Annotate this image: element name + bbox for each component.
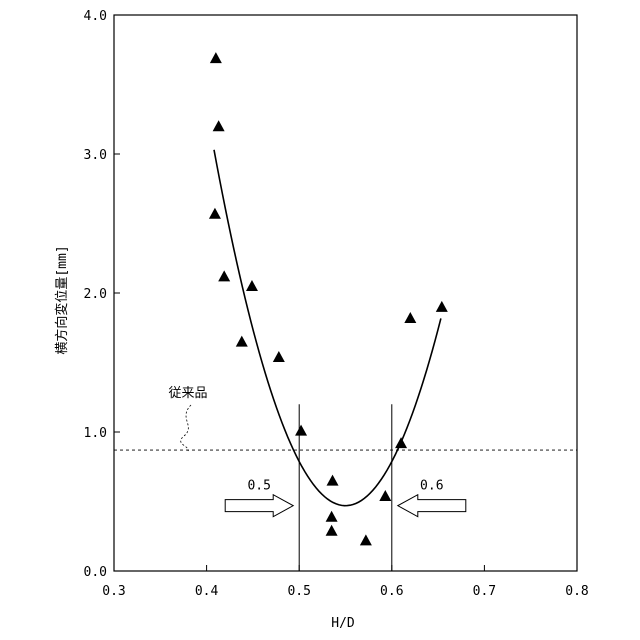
data-point-triangle: [326, 511, 338, 522]
y-tick-label: 2.0: [84, 287, 107, 302]
y-tick-label: 3.0: [84, 148, 107, 163]
axis-ticks: 0.3 0.4 0.5 0.6 0.7 0.8 0.0 1.0 2.0 3.0 4.0: [84, 9, 589, 599]
marker-arrow: [398, 495, 466, 517]
x-tick-label: 0.8: [565, 584, 588, 599]
marker-label: 0.5: [247, 479, 270, 494]
x-tick-label: 0.4: [195, 584, 219, 599]
y-tick-label: 4.0: [84, 9, 107, 24]
x-tick-label: 0.7: [473, 584, 496, 599]
data-point-triangle: [236, 336, 248, 347]
data-point-triangle: [379, 490, 391, 501]
plot-frame: [114, 15, 577, 571]
y-tick-label: 1.0: [84, 426, 107, 441]
x-axis-label: H/D: [331, 616, 355, 631]
x-tick-label: 0.6: [380, 584, 403, 599]
reference-leader-line: [181, 405, 191, 451]
data-point-triangle: [360, 534, 372, 545]
data-point-triangle: [210, 52, 222, 63]
data-point-triangle: [326, 525, 338, 536]
reference-line-group: 従来品: [114, 386, 577, 451]
plot-border: [114, 15, 577, 571]
data-point-triangle: [209, 208, 221, 219]
y-tick-label: 0.0: [84, 565, 107, 580]
data-point-triangle: [273, 351, 285, 362]
data-point-triangle: [404, 312, 416, 323]
data-point-triangle: [213, 120, 225, 131]
x-tick-label: 0.3: [102, 584, 125, 599]
data-point-triangle: [395, 437, 407, 448]
data-point-triangle: [218, 270, 230, 281]
data-point-triangle: [246, 280, 258, 291]
y-axis-label: 横方向変位量[mm]: [54, 245, 70, 354]
x-tick-label: 0.5: [287, 584, 310, 599]
data-point-triangle: [327, 475, 339, 486]
fit-curve-group: [214, 150, 441, 506]
data-point-triangle: [436, 301, 448, 312]
marker-arrow: [225, 495, 293, 517]
vertical-marker-group: 0.5 0.6: [225, 404, 466, 571]
fit-curve: [214, 150, 441, 506]
reference-line-label: 従来品: [168, 386, 207, 401]
marker-label: 0.6: [420, 479, 443, 494]
data-point-triangle: [295, 425, 307, 436]
